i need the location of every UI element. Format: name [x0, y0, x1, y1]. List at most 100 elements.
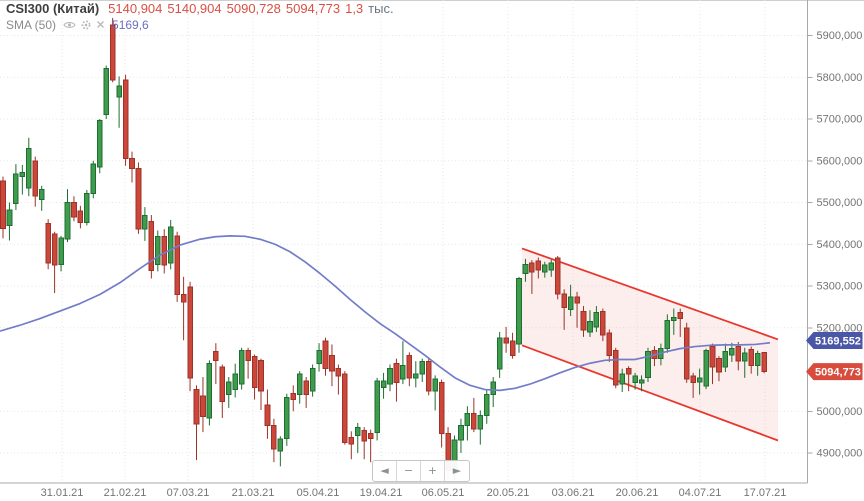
price-label: 5400,000 [817, 239, 863, 251]
candle-body [13, 173, 19, 204]
window-top-edge [0, 0, 864, 1]
visibility-eye-icon[interactable] [63, 20, 76, 30]
candle-body [600, 310, 606, 336]
candle-body [290, 393, 297, 401]
candle-body [638, 379, 645, 384]
ohlc-open: 5140,904 [108, 1, 163, 16]
sma-price-badge: 5169,552 [806, 331, 863, 349]
candle-body [148, 220, 155, 272]
trend-channel[interactable] [521, 247, 779, 442]
candle-body [167, 226, 174, 264]
date-label: 21.03.21 [232, 487, 275, 499]
candle-body [406, 354, 413, 379]
grid [0, 0, 808, 483]
candle-body [264, 404, 271, 426]
candle-body [471, 412, 477, 430]
chart-nav-controls: ◄ − + ► [372, 460, 470, 482]
price-label: 5500,000 [817, 197, 863, 209]
date-label: 07.03.21 [167, 487, 210, 499]
channel-top-line [521, 247, 779, 341]
date-label: 17.07.21 [744, 487, 787, 499]
sma-line[interactable] [0, 235, 771, 392]
candle-body [761, 351, 767, 373]
date-label: 04.07.21 [679, 487, 722, 499]
price-label: 5200,000 [817, 322, 863, 334]
candle-body [503, 337, 509, 344]
price-label: 5600,000 [817, 155, 863, 167]
candle-body [413, 373, 419, 379]
candle-body [606, 332, 613, 357]
candle-body [361, 429, 367, 442]
candle-body [671, 316, 677, 322]
candle-body [522, 263, 529, 274]
candle-body [109, 24, 116, 81]
candle-body [19, 171, 26, 178]
candle-body [354, 427, 361, 436]
price-axis[interactable]: 5900,000 5800,000 5700,000 5600,000 5500,000… [807, 30, 863, 460]
date-label: 19.04.21 [360, 487, 403, 499]
candle-body [496, 337, 503, 370]
candle-body [464, 412, 471, 426]
date-label: 06.05.21 [422, 487, 465, 499]
candle-body [625, 368, 632, 375]
zoom-out-button[interactable]: − [397, 461, 421, 481]
candle-body [6, 209, 13, 226]
remove-indicator-icon[interactable] [96, 20, 105, 29]
ohlc-high: 5140,904 [167, 1, 222, 16]
candle-body [716, 358, 722, 373]
candle-body [645, 351, 651, 378]
candle-body [135, 168, 142, 230]
candle-body [122, 79, 129, 160]
settings-gear-icon[interactable] [80, 19, 92, 31]
price-label: 5300,000 [817, 281, 863, 293]
candle-body [251, 356, 258, 388]
candle-body [329, 354, 335, 372]
indicator-label[interactable]: SMA (50) [6, 17, 57, 32]
time-axis[interactable]: 31.01.21 21.02.21 07.03.21 21.03.21 05.04.21… [41, 487, 787, 499]
candle-body [284, 396, 290, 439]
candle-body [225, 381, 232, 396]
candle-body [103, 67, 110, 115]
candle-body [432, 378, 438, 392]
candle-body [561, 293, 567, 308]
candle-body [425, 361, 432, 392]
date-label: 20.05.21 [487, 487, 530, 499]
candle-body [0, 180, 6, 229]
candle-body [303, 380, 309, 396]
date-label: 03.06.21 [552, 487, 595, 499]
date-label: 20.06.21 [616, 487, 659, 499]
candle-body [483, 394, 490, 416]
candle-body [632, 375, 638, 383]
zoom-in-button[interactable]: + [421, 461, 445, 481]
candle-body [587, 320, 593, 333]
candle-body [213, 351, 219, 362]
candle-body [277, 438, 284, 452]
scroll-right-button[interactable]: ► [445, 461, 469, 481]
candle-body [593, 311, 600, 328]
candle-body [342, 373, 348, 444]
candle-body [574, 296, 580, 304]
candle-body [206, 363, 213, 419]
candle-body [219, 366, 226, 403]
candle-body [683, 327, 690, 380]
candle-body [703, 349, 709, 387]
candle-body [580, 310, 587, 331]
last-price-badge: 5094,773 [806, 363, 863, 381]
symbol-title[interactable]: CSI300 (Китай) [6, 1, 100, 16]
candle-body [238, 349, 245, 385]
candle-body [200, 395, 206, 418]
candle-body [438, 381, 445, 434]
symbol-row: CSI300 (Китай) 5140,904 5140,904 5090,728 50… [6, 2, 394, 17]
candle-body [116, 85, 122, 98]
candle-body [38, 189, 45, 201]
scroll-left-button[interactable]: ◄ [373, 461, 397, 481]
candle-body [193, 389, 200, 425]
candle-body [419, 361, 426, 375]
candle-body [741, 352, 748, 362]
candle-body [96, 120, 103, 168]
candle-body [322, 340, 329, 370]
candle-body [129, 158, 135, 170]
candle-body [309, 368, 316, 392]
candle-body [187, 286, 193, 379]
